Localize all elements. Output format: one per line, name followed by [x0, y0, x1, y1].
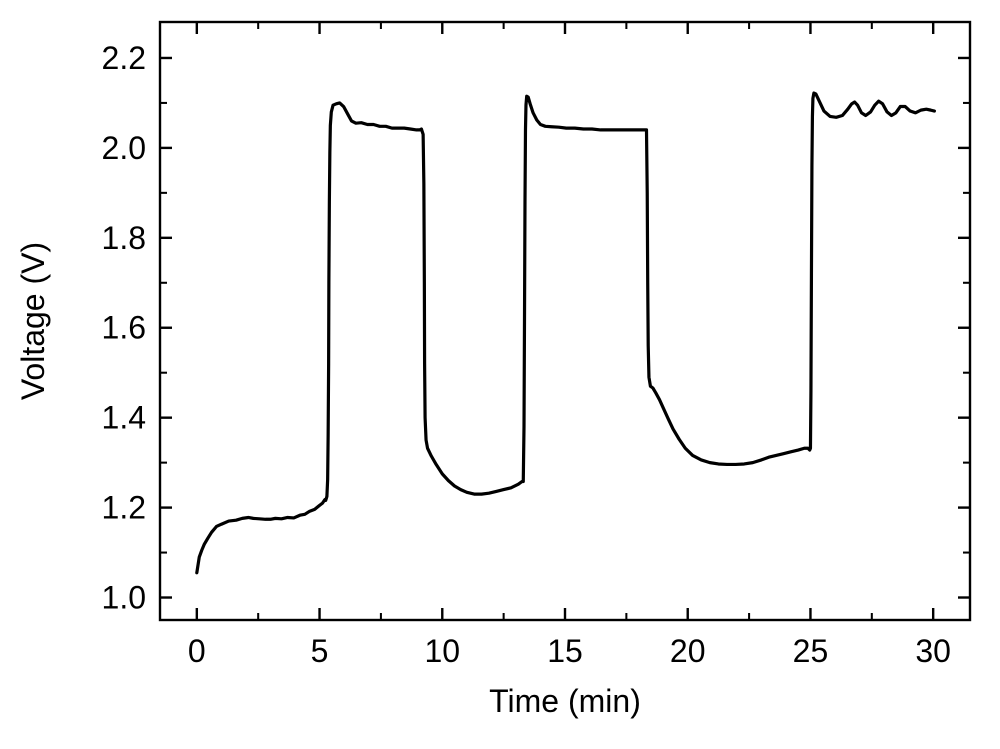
y-tick-label: 1.8 — [102, 220, 146, 256]
y-axis-label: Voltage (V) — [15, 242, 51, 400]
y-tick-label: 2.2 — [102, 40, 146, 76]
x-tick-label: 25 — [793, 633, 829, 669]
x-tick-label: 0 — [188, 633, 206, 669]
y-tick-label: 2.0 — [102, 130, 146, 166]
x-tick-label: 10 — [424, 633, 460, 669]
y-tick-label: 1.2 — [102, 490, 146, 526]
y-tick-label: 1.4 — [102, 400, 146, 436]
chart-background — [0, 0, 1000, 749]
chart-svg: 0 5 10 15 20 25 30 1.0 1.2 1.4 1.6 1.8 2.0 2.2 Time (m… — [0, 0, 1000, 749]
x-tick-label: 15 — [547, 633, 583, 669]
x-tick-label: 30 — [915, 633, 951, 669]
y-tick-label: 1.6 — [102, 310, 146, 346]
voltage-time-chart: 0 5 10 15 20 25 30 1.0 1.2 1.4 1.6 1.8 2.0 2.2 Time (m… — [0, 0, 1000, 749]
x-tick-label: 20 — [670, 633, 706, 669]
x-tick-label: 5 — [311, 633, 329, 669]
x-axis-label: Time (min) — [489, 683, 641, 719]
y-tick-label: 1.0 — [102, 580, 146, 616]
